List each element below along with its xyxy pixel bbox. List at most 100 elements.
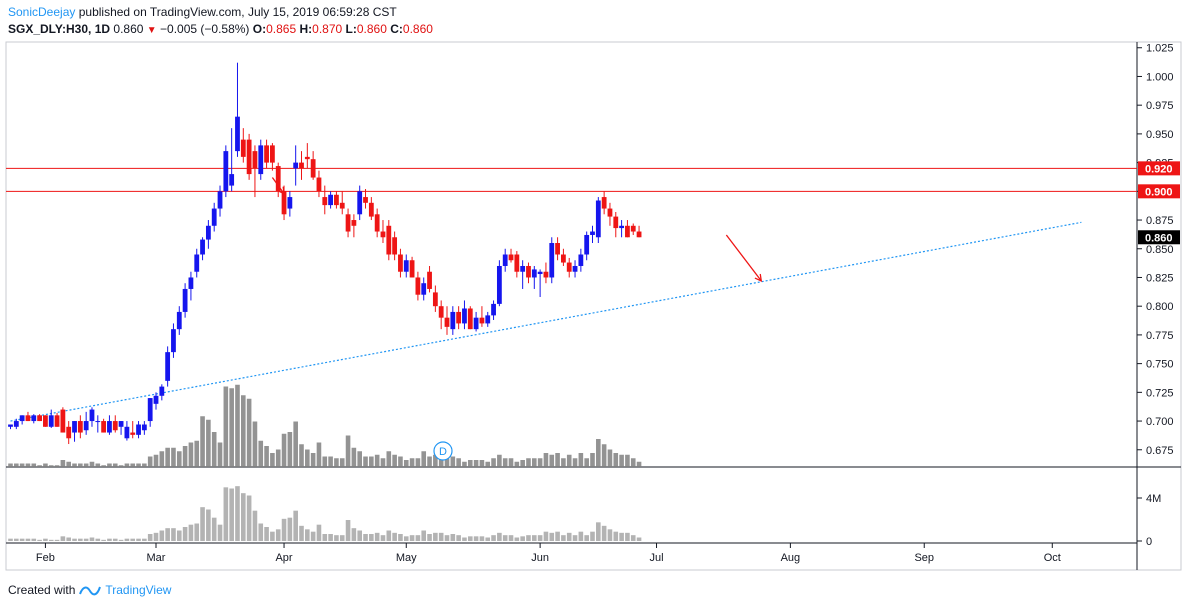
price-axis[interactable]: 0.675 0.700 0.725 0.750 0.775 0.800 0.825 0.850…: [1137, 43, 1174, 457]
volume-bar: [415, 458, 421, 467]
dividend-circle[interactable]: [433, 441, 453, 461]
volume-pane-bar: [555, 531, 560, 541]
volume-pane-bar: [72, 538, 77, 541]
candle-body: [13, 421, 19, 427]
candle-body: [240, 139, 246, 157]
volume-pane-bar: [636, 537, 642, 541]
volume-bar: [287, 432, 293, 467]
candle-body: [270, 145, 275, 163]
volume-pane-bar: [107, 538, 112, 541]
candle-body: [368, 202, 374, 217]
horizontal-lines[interactable]: [6, 167, 1137, 192]
volume-pane-bar: [171, 528, 176, 541]
volume-bar: [508, 458, 514, 467]
dividend-marker[interactable]: D: [433, 441, 453, 461]
volume-bar: [537, 458, 543, 467]
candle-body: [194, 254, 200, 272]
volume-pane-bar: [409, 535, 415, 541]
price-tick-label: 1.025: [1146, 43, 1174, 55]
dividend-letter: D: [439, 446, 447, 458]
low-label: L:: [345, 22, 357, 36]
volume-bar: [118, 465, 124, 467]
volume-pane-bar: [159, 530, 165, 541]
volume-pane-bar: [502, 535, 508, 541]
candle-body: [101, 421, 107, 433]
volume-bar: [398, 456, 403, 467]
arrows[interactable]: [271, 177, 763, 282]
volume-pane-bar: [427, 534, 432, 541]
candle-body: [130, 432, 136, 435]
arrow-line[interactable]: [725, 234, 762, 282]
candle-body: [229, 174, 235, 186]
candle-body: [328, 194, 333, 206]
arrow-line[interactable]: [271, 177, 285, 195]
volume-bar: [369, 456, 374, 467]
volume-pane-bar: [456, 535, 461, 541]
chart-frame: [5, 41, 1182, 571]
candle-body: [351, 220, 357, 226]
volume-bar: [130, 463, 136, 467]
volume-pane-bar: [438, 532, 444, 541]
arrow-head-icon: [277, 186, 285, 195]
volume-pane-bar: [211, 517, 217, 541]
volume-bar: [514, 461, 520, 467]
time-axis[interactable]: Feb Mar Apr May Jun Jul Aug Sep Oct: [36, 543, 1061, 564]
volume-pane-bar: [572, 535, 578, 541]
volume-pane-bar: [95, 538, 101, 541]
volume-bar: [334, 458, 339, 467]
volume-bar: [281, 433, 287, 467]
price-tick-label: 0.800: [1146, 301, 1174, 313]
volume-bar: [147, 456, 153, 467]
volume-bar: [37, 465, 42, 467]
arrow-head-icon: [754, 273, 763, 282]
candle-body: [95, 421, 101, 423]
volume-pane-bar: [235, 486, 240, 541]
volume-bar: [258, 440, 264, 467]
volume-bar: [549, 454, 555, 467]
volume-pane-bar: [8, 538, 13, 541]
volume-bar: [316, 442, 322, 467]
volume-bar: [345, 435, 351, 467]
candle-body: [531, 269, 537, 278]
price-label-text: 0.920: [1145, 163, 1173, 175]
candle-body: [19, 415, 25, 422]
volume-pane-bar: [130, 538, 136, 541]
symbol-name[interactable]: SGX_DLY:H30, 1D: [8, 22, 111, 36]
volume-pane-bar: [101, 539, 106, 541]
volume-bar: [223, 386, 229, 467]
trendline[interactable]: [10, 221, 1082, 422]
volume-bar: [8, 463, 13, 467]
candle-body: [246, 139, 252, 175]
volume-pane-bar: [176, 530, 182, 541]
support-trendline[interactable]: [10, 221, 1082, 422]
volume-pane-bar: [112, 538, 118, 541]
volume-pane-bar: [217, 524, 223, 541]
candle-body: [31, 415, 37, 422]
tradingview-brand-link[interactable]: TradingView: [105, 583, 172, 597]
volume-pane-bar: [363, 534, 368, 541]
price-tick-label: 0.775: [1146, 330, 1174, 342]
volume-pane-bar: [223, 487, 229, 541]
volume-bar: [206, 419, 211, 467]
candle-body: [601, 197, 607, 209]
candle-body: [89, 409, 95, 422]
volume-bar: [194, 440, 200, 467]
volume-pane-bar: [386, 530, 392, 541]
volume-pane-bar: [275, 529, 281, 541]
volume-bar: [322, 456, 328, 467]
author-link[interactable]: SonicDeejay: [8, 5, 76, 19]
volume-pane-bar: [601, 525, 607, 541]
candle-body: [182, 288, 188, 312]
volume-pane-bar: [147, 534, 153, 541]
volume-axis: 4M 0: [1137, 493, 1161, 548]
volume-pane-bar: [153, 532, 159, 541]
volume-pane-bar: [194, 523, 200, 541]
volume-pane-bar: [37, 539, 42, 541]
volume-bar: [339, 458, 345, 467]
volume-bar: [392, 454, 397, 467]
volume-pane-bar: [339, 535, 345, 541]
volume-bar: [25, 463, 31, 467]
volume-bar: [473, 460, 479, 467]
volume-bar: [124, 463, 130, 467]
